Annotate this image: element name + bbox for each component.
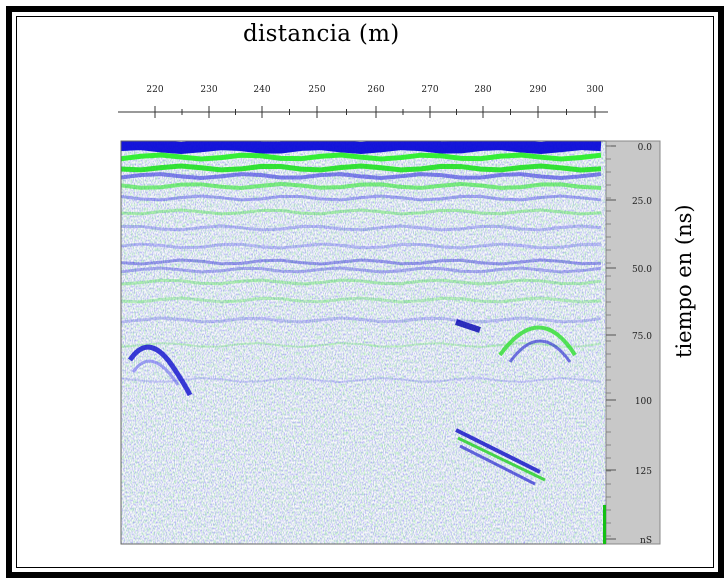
distance-axis: 220 230 240 250 260 270 280 290 300 — [118, 85, 608, 118]
time-tick-label: 50.0 — [632, 265, 652, 275]
distance-tick-label: 260 — [367, 85, 384, 95]
distance-tick-label: 240 — [253, 85, 270, 95]
time-tick-label: 75.0 — [632, 332, 652, 342]
time-tick-label: 100 — [635, 397, 652, 407]
time-tick-label: 0.0 — [638, 143, 653, 153]
distance-axis-title: distancia (m) — [243, 21, 400, 47]
distance-tick-label: 290 — [529, 85, 546, 95]
time-tick-label: nS — [640, 536, 652, 546]
distance-tick-label: 280 — [474, 85, 491, 95]
distance-tick-label: 220 — [146, 85, 163, 95]
time-tick-label: 125 — [635, 467, 652, 477]
distance-tick-label: 250 — [308, 85, 325, 95]
distance-tick-label: 230 — [200, 85, 217, 95]
radargram-image — [120, 140, 607, 545]
time-scale-bar: 0.0 25.0 50.0 75.0 100 125 nS — [603, 140, 661, 546]
time-tick-label: 25.0 — [632, 197, 652, 207]
distance-tick-label: 300 — [586, 85, 603, 95]
distance-tick-label: 270 — [421, 85, 438, 95]
